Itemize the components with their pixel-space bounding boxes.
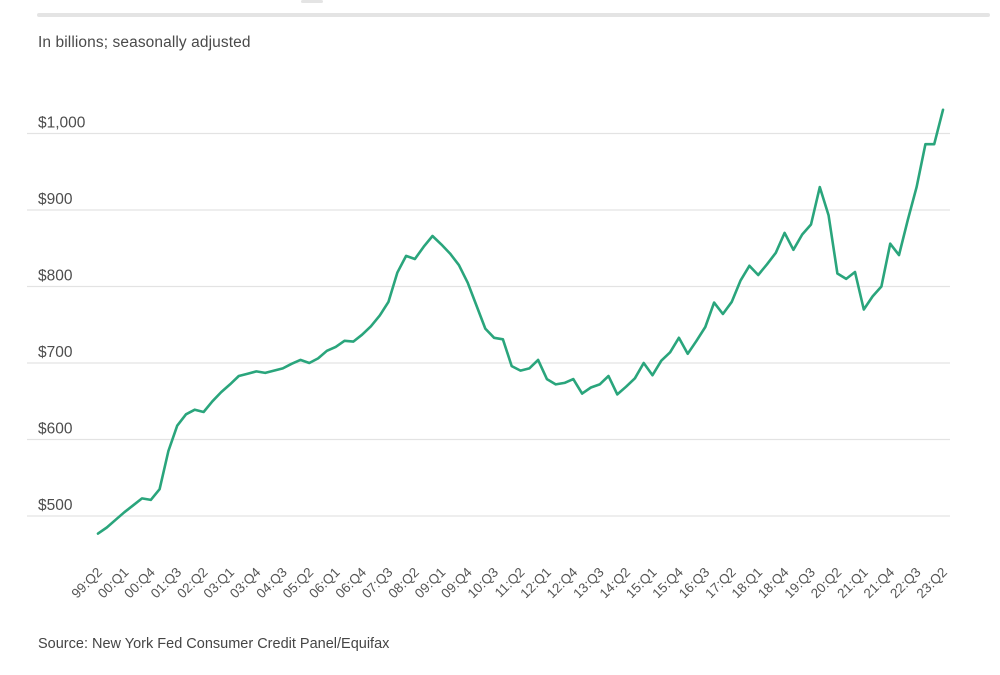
y-axis-tick-label: $1,000 (38, 115, 86, 132)
data-line-credit-card-balances (96, 108, 945, 535)
y-axis-tick-label: $600 (38, 421, 73, 438)
source-note: Source: New York Fed Consumer Credit Pan… (38, 636, 390, 652)
y-axis-tick-label: $900 (38, 191, 73, 208)
cropped-title-remnant (301, 0, 323, 3)
chart-subtitle: In billions; seasonally adjusted (38, 34, 251, 51)
y-axis-tick-label: $800 (38, 268, 73, 285)
x-axis-tick-label: 23:Q2 (914, 565, 951, 602)
x-axis-tick-label: 10:Q3 (465, 565, 502, 602)
y-axis-tick-label: $700 (38, 344, 73, 361)
y-axis-tick-label: $500 (38, 497, 73, 514)
header-divider (37, 13, 990, 17)
